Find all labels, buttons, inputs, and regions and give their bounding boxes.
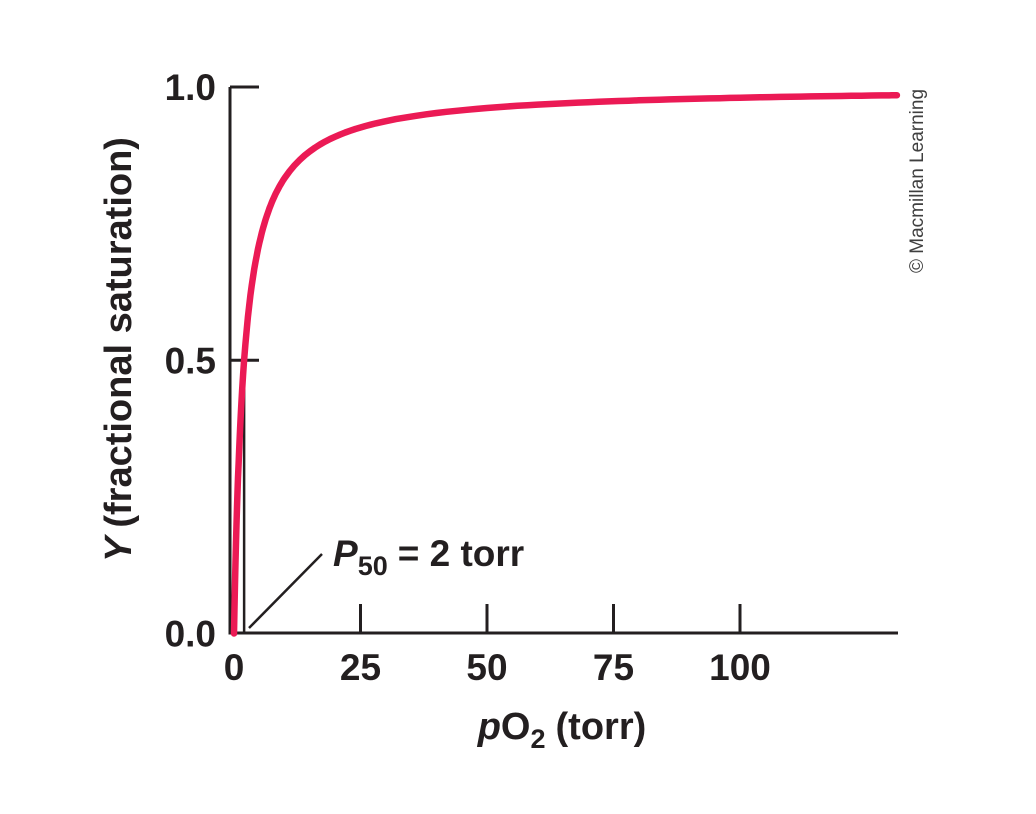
x-tick-label-50: 50: [466, 647, 507, 688]
p50-annotation: P50 = 2 torr: [333, 533, 524, 581]
y-tick-label-0.0: 0.0: [165, 614, 216, 655]
binding-curve: [230, 91, 901, 637]
copyright-credit: © Macmillan Learning: [907, 89, 928, 273]
y-axis-title-Y: Y: [98, 533, 140, 562]
x-axis-tick-labels: 0 25 50 75 100: [224, 647, 771, 688]
x-tick-label-0: 0: [224, 647, 245, 688]
p50-value: = 2 torr: [398, 533, 524, 574]
x-axis-title-subscript: 2: [530, 724, 545, 754]
x-axis-ticks: [359, 604, 742, 633]
y-tick-label-0.5: 0.5: [165, 340, 216, 381]
x-axis-title-units: (torr): [556, 706, 647, 748]
x-axis-title-O: O: [501, 706, 531, 748]
y-axis-tick-labels: 0.0 0.5 1.0: [165, 67, 216, 655]
x-tick-label-25: 25: [340, 647, 381, 688]
annotation-leader-line: [248, 553, 323, 629]
x-tick-label-75: 75: [593, 647, 634, 688]
y-axis-title: Y (fractional saturation): [98, 137, 140, 562]
x-axis-title: pO2 (torr): [477, 706, 647, 754]
y-axis-title-rest: (fractional saturation): [98, 137, 140, 528]
p50-subscript: 50: [358, 551, 388, 581]
x-axis-title-p: p: [477, 706, 501, 748]
p50-symbol: P: [333, 533, 358, 574]
x-tick-label-100: 100: [709, 647, 771, 688]
y-tick-label-1.0: 1.0: [165, 67, 216, 108]
